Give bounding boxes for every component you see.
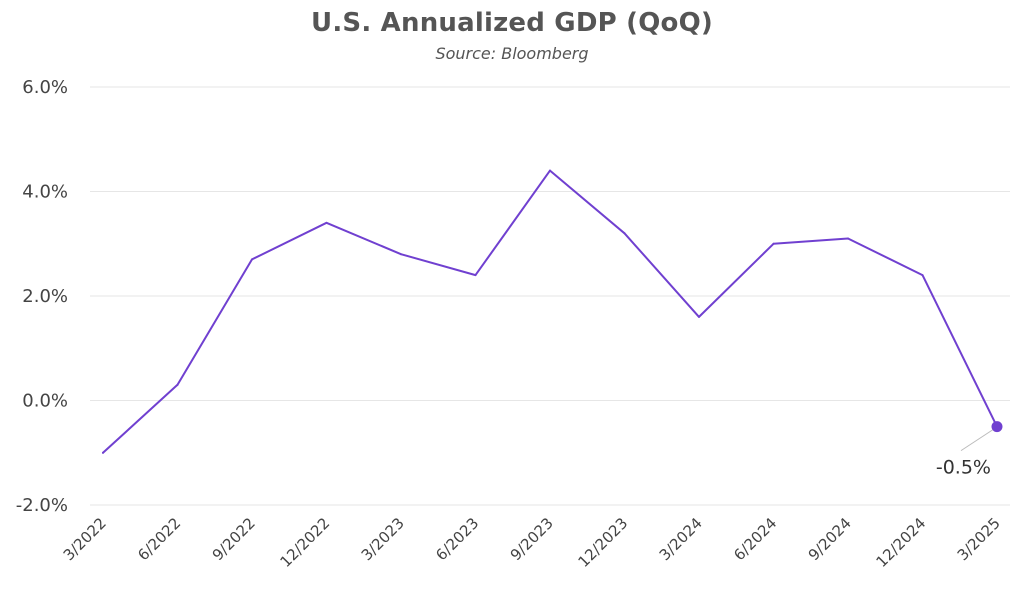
y-tick-label: 6.0% [22, 77, 68, 98]
x-tick-label: 6/2023 [432, 514, 482, 564]
x-axis-ticks: 3/2022 6/2022 9/2022 12/2022 3/2023 6/2023 9/2… [60, 514, 1004, 571]
data-point [847, 237, 849, 240]
data-point [474, 274, 477, 277]
data-point [325, 221, 328, 224]
x-tick-label: 3/2025 [954, 514, 1004, 564]
y-tick-label: -2.0% [16, 495, 68, 516]
x-tick-label: 12/2022 [277, 514, 334, 571]
x-tick-label: 9/2022 [209, 514, 259, 564]
x-tick-label: 3/2022 [60, 514, 110, 564]
x-tick-label: 3/2024 [656, 514, 706, 564]
chart-subtitle: Source: Bloomberg [435, 44, 589, 63]
chart-title: U.S. Annualized GDP (QoQ) [311, 8, 713, 38]
y-tick-label: 4.0% [22, 182, 68, 203]
data-point [772, 242, 775, 245]
y-axis-ticks: 6.0% 4.0% 2.0% 0.0% -2.0% [16, 77, 68, 516]
annotation-label: -0.5% [936, 457, 991, 479]
series-lines [102, 169, 998, 454]
gridlines [90, 86, 1010, 506]
annotation: -0.5% [936, 421, 1003, 479]
data-point [400, 253, 402, 256]
y-tick-label: 0.0% [22, 391, 68, 412]
y-tick-label: 2.0% [22, 286, 68, 307]
x-tick-label: 9/2023 [507, 514, 557, 564]
x-tick-label: 12/2023 [575, 514, 632, 571]
data-point [921, 274, 924, 277]
data-point [623, 232, 626, 235]
data-point [176, 383, 179, 386]
data-point [549, 169, 551, 172]
x-tick-label: 3/2023 [358, 514, 408, 564]
data-point [102, 451, 104, 454]
annotation-leader [960, 429, 994, 452]
data-point [251, 258, 253, 261]
x-tick-label: 12/2024 [873, 514, 930, 571]
x-tick-label: 9/2024 [805, 514, 855, 564]
annotation-marker [991, 421, 1003, 433]
x-tick-label: 6/2024 [730, 514, 780, 564]
data-point [698, 315, 700, 318]
series-line [102, 169, 998, 454]
x-tick-label: 6/2022 [134, 514, 184, 564]
